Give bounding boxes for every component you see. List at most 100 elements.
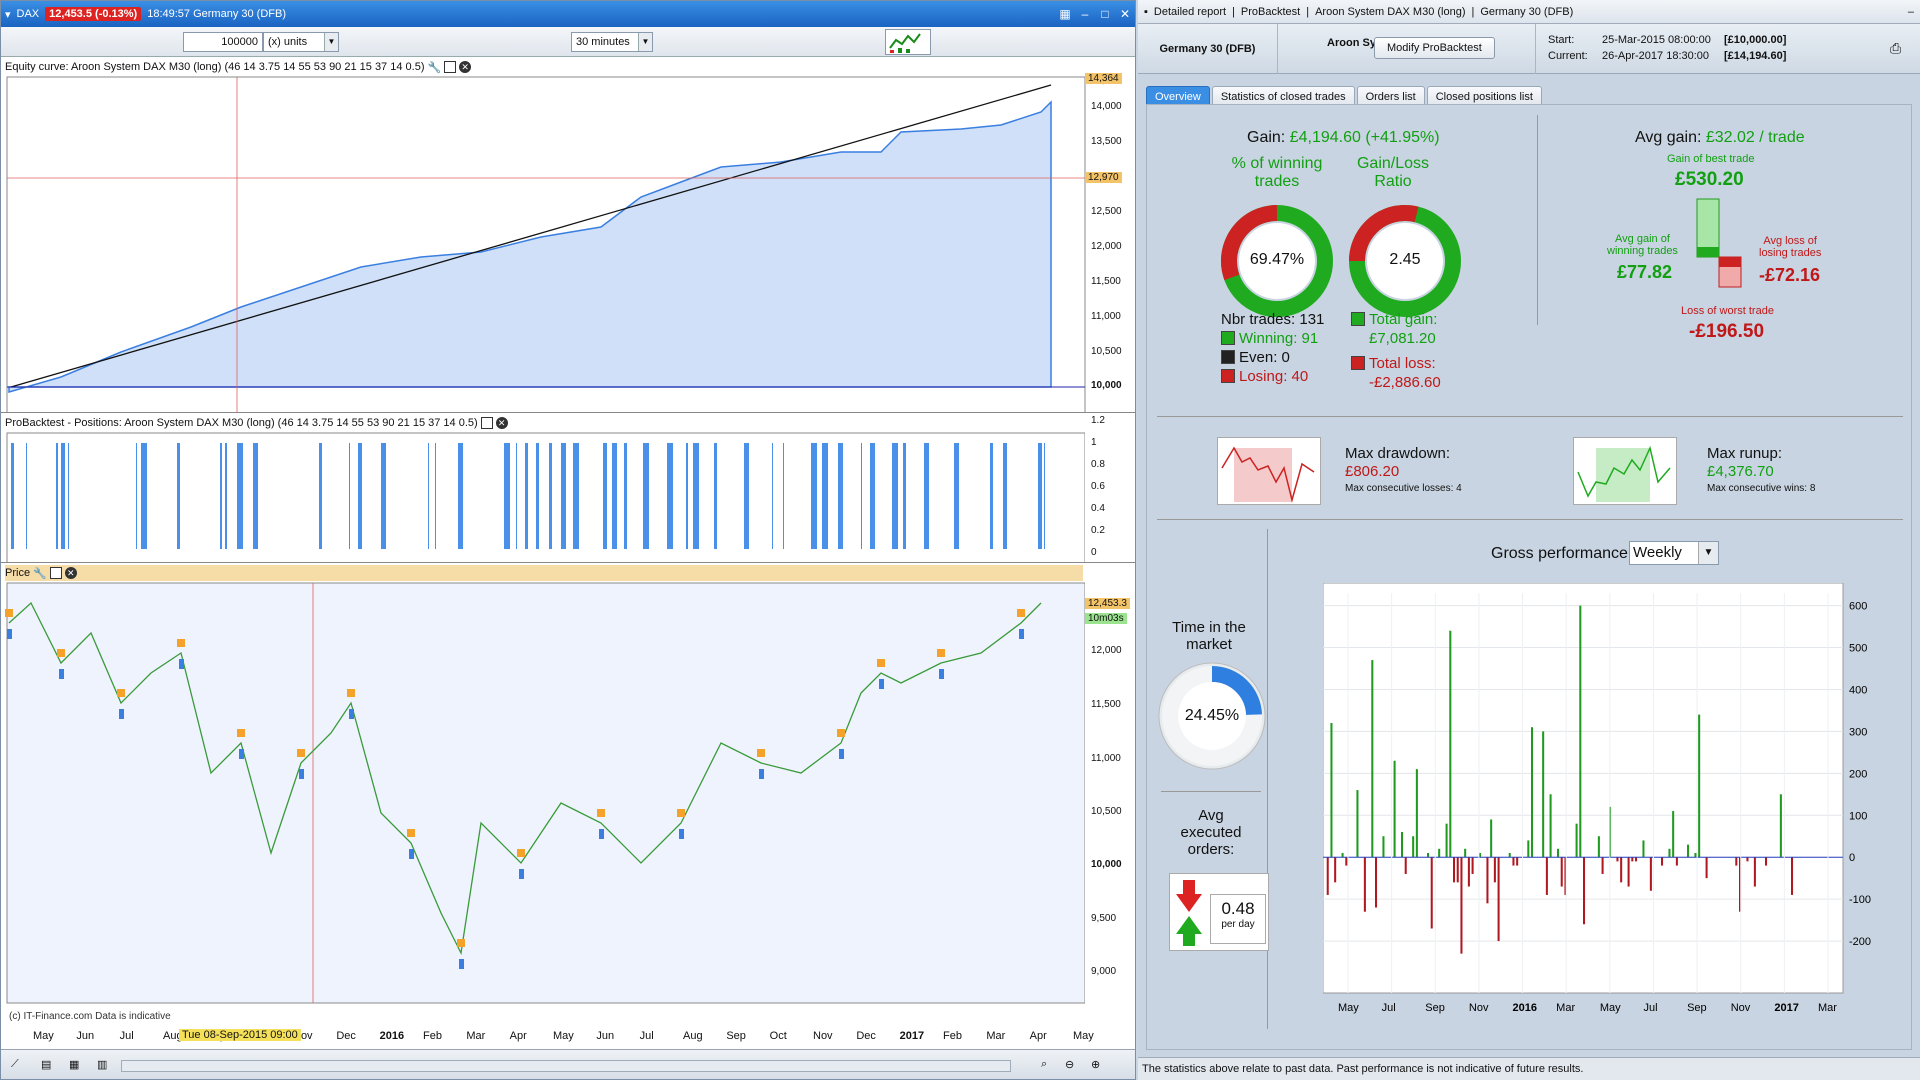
current-label: Current: (1548, 50, 1588, 62)
time-axis-label: Aug (683, 1030, 703, 1042)
position-bar (811, 443, 817, 549)
pos-axis-label: 0.8 (1091, 459, 1105, 470)
y-tick-label: 200 (1849, 768, 1867, 780)
timeframe-select[interactable]: 30 minutes ▼ (571, 32, 653, 52)
price-title: Price (5, 567, 31, 579)
bar (1564, 857, 1567, 895)
bar (1631, 857, 1634, 862)
chart-type-button[interactable] (885, 29, 931, 55)
bar (1542, 731, 1545, 858)
time-axis-label: Mar (986, 1030, 1006, 1042)
quantity-input[interactable]: 100000 (183, 32, 263, 52)
pos-axis-label: 0 (1091, 547, 1097, 558)
entry-arrow (179, 659, 184, 669)
bar (1672, 811, 1675, 858)
pos-axis-label: 0.6 (1091, 481, 1105, 492)
start-value: 25-Mar-2015 08:00:00 (1602, 34, 1711, 46)
wrench-icon[interactable]: 🔧 (427, 61, 442, 74)
time-axis-label: Sep (726, 1030, 746, 1042)
scrollbar[interactable] (121, 1060, 1011, 1072)
equity-axis-label: 13,500 (1091, 136, 1122, 147)
worst-trade-label: Loss of worst trade (1681, 305, 1774, 317)
position-bar (237, 443, 243, 549)
bar (1375, 857, 1378, 908)
close-icon[interactable]: ✕ (1119, 7, 1131, 21)
max-runup-value: £4,376.70 (1707, 463, 1774, 480)
entry-arrow (59, 669, 64, 679)
entry-arrow (459, 959, 464, 969)
entry-arrow (7, 629, 12, 639)
position-bar (516, 443, 517, 549)
zoom-in-icon[interactable]: ⊕ (1091, 1059, 1101, 1071)
menu-icon[interactable]: ▾ (5, 8, 11, 21)
tab-statistics[interactable]: Statistics of closed trades (1211, 86, 1355, 107)
tab-overview[interactable]: Overview (1146, 86, 1210, 107)
red-swatch (1221, 369, 1235, 383)
drawing-tool-icon[interactable]: ⟋ (11, 1058, 19, 1070)
price-axis-label: 11,000 (1091, 753, 1121, 764)
order-marker (237, 729, 245, 737)
modify-probacktest-button[interactable]: Modify ProBacktest (1374, 37, 1495, 59)
order-marker (5, 609, 13, 617)
window-icon[interactable] (49, 567, 62, 579)
wrench-icon[interactable]: 🔧 (33, 567, 47, 580)
layout-icon[interactable]: ▦ (1059, 7, 1071, 21)
arrows-icon (1176, 880, 1202, 946)
price-axis-label: 10,500 (1091, 806, 1122, 817)
minimize-icon[interactable]: – (1907, 5, 1914, 18)
equity-chart (6, 76, 1086, 413)
position-bar (349, 443, 350, 549)
chevron-down-icon: ▼ (638, 33, 652, 51)
period-select[interactable]: Weekly ▼ (1629, 541, 1719, 565)
bar (1705, 857, 1708, 879)
max-drawdown-label: Max drawdown: (1345, 445, 1451, 462)
bar (1765, 857, 1768, 866)
position-bar (1044, 443, 1045, 549)
print-icon[interactable]: ⎙ (1890, 40, 1902, 56)
close-panel-icon[interactable]: ✕ (459, 61, 472, 73)
x-tick-label: Jul (1382, 1002, 1396, 1014)
entry-arrow (239, 749, 244, 759)
position-bar (358, 443, 362, 549)
bar (1449, 630, 1452, 858)
bar (1453, 857, 1456, 883)
bar (1649, 857, 1652, 891)
units-select[interactable]: (x) units ▼ (263, 32, 339, 52)
bar (1393, 760, 1396, 858)
bar (1549, 794, 1552, 858)
bars-icon[interactable]: ▥ (97, 1059, 108, 1071)
window-icon[interactable] (444, 61, 457, 73)
position-bar (68, 443, 69, 549)
position-bar (822, 443, 828, 549)
x-tick-label: Nov (1731, 1002, 1751, 1014)
maximize-icon[interactable]: □ (1101, 7, 1109, 21)
window-icon[interactable] (480, 417, 493, 429)
minimize-icon[interactable]: – (1081, 7, 1089, 21)
title-item: ProBacktest (1240, 5, 1301, 18)
position-bar (141, 443, 147, 549)
position-bar (772, 443, 773, 549)
close-panel-icon[interactable]: ✕ (495, 417, 508, 429)
tab-orders[interactable]: Orders list (1356, 86, 1425, 107)
time-axis-label: Nov (813, 1030, 833, 1042)
report-icon: ▪ (1144, 5, 1148, 18)
calc-icon[interactable]: ▦ (69, 1059, 80, 1071)
position-bar (319, 443, 322, 549)
bar (1412, 836, 1415, 858)
zoom-out-icon[interactable]: ⊖ (1065, 1059, 1075, 1071)
position-bar (549, 443, 552, 549)
order-marker (407, 829, 415, 837)
time-axis-label: Dec (856, 1030, 876, 1042)
x-tick-label: Nov (1469, 1002, 1489, 1014)
zoom-fit-icon[interactable]: ⌕ (1041, 1058, 1048, 1070)
x-tick-label: Mar (1556, 1002, 1575, 1014)
positions-panel: ProBacktest - Positions: Aroon System DA… (1, 413, 1135, 563)
close-panel-icon[interactable]: ✕ (64, 567, 77, 579)
table-icon[interactable]: ▤ (41, 1059, 52, 1071)
pos-axis-label: 1 (1091, 437, 1097, 448)
position-bar (56, 443, 58, 549)
entry-arrow (409, 849, 414, 859)
bar (1687, 844, 1690, 858)
tab-closed-positions[interactable]: Closed positions list (1426, 86, 1542, 107)
x-tick-label: May (1600, 1002, 1621, 1014)
